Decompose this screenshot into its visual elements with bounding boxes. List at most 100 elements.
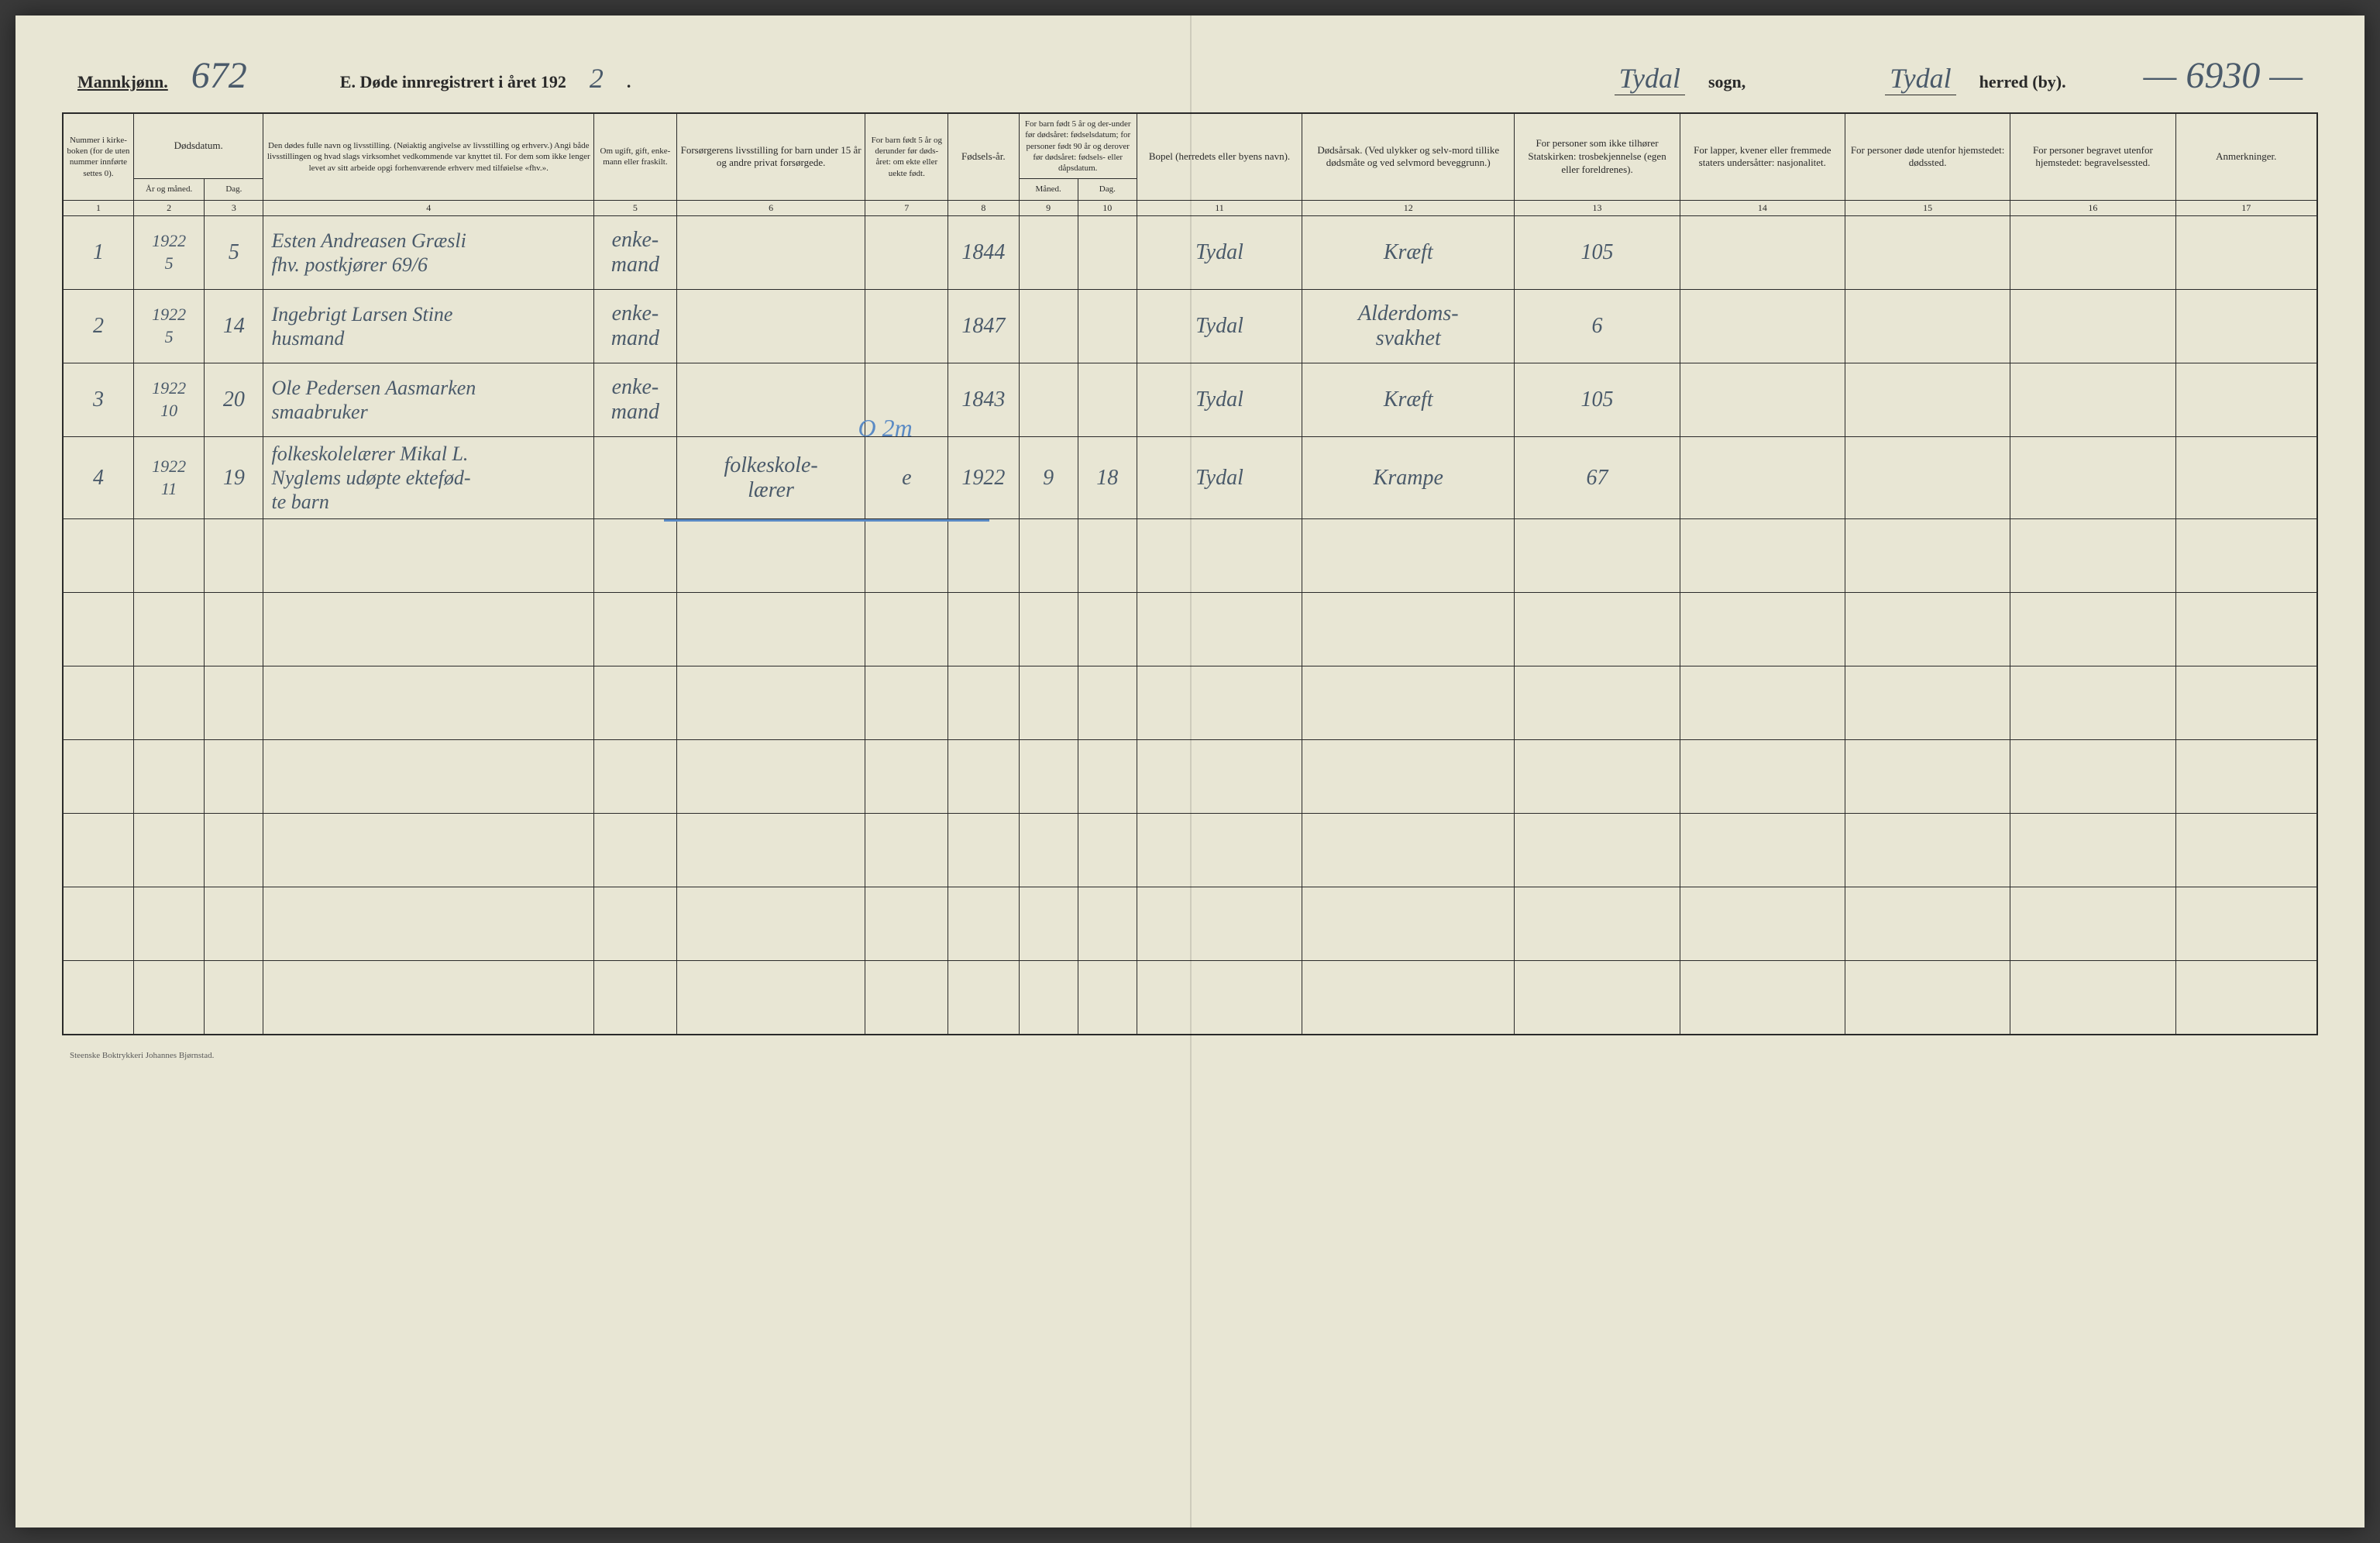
cell-remarks: [2175, 436, 2317, 519]
empty-cell: [263, 887, 594, 961]
cell-num: 4: [63, 436, 133, 519]
empty-cell: [2010, 593, 2175, 666]
cell-remarks: [2175, 289, 2317, 363]
col-header-3: Dag.: [205, 179, 263, 200]
empty-cell: [133, 666, 204, 740]
cell-nationality: [1680, 436, 1845, 519]
empty-cell: [594, 961, 677, 1035]
cell-birth_year: 1844: [948, 215, 1019, 289]
empty-cell: [1019, 740, 1078, 814]
col-header-7: For barn født 5 år og derunder før døds-…: [865, 113, 948, 200]
cell-year_month: 1922 5: [133, 289, 204, 363]
empty-cell: [1302, 593, 1515, 666]
empty-cell: [2175, 961, 2317, 1035]
empty-cell: [1845, 593, 2010, 666]
cell-cause: Kræft: [1302, 363, 1515, 436]
cell-death_place: [1845, 215, 2010, 289]
cell-num: 1: [63, 215, 133, 289]
colnum: 8: [948, 200, 1019, 215]
cell-status: enke- mand: [594, 363, 677, 436]
empty-cell: [948, 666, 1019, 740]
empty-cell: [594, 887, 677, 961]
cell-residence: Tydal: [1137, 215, 1302, 289]
col-header-6: Forsørgerens livsstilling for barn under…: [676, 113, 865, 200]
colnum: 5: [594, 200, 677, 215]
colnum: 2: [133, 200, 204, 215]
cell-provider: [676, 289, 865, 363]
col-header-4: Den dødes fulle navn og livsstilling. (N…: [263, 113, 594, 200]
cell-residence: Tydal: [1137, 363, 1302, 436]
empty-cell: [1680, 666, 1845, 740]
empty-cell: [1137, 519, 1302, 593]
empty-cell: [1515, 666, 1680, 740]
cell-year_month: 1922 5: [133, 215, 204, 289]
cell-b_month: [1019, 215, 1078, 289]
empty-cell: [2175, 887, 2317, 961]
empty-cell: [1078, 814, 1137, 887]
cell-day: 5: [205, 215, 263, 289]
empty-cell: [1680, 519, 1845, 593]
empty-cell: [133, 740, 204, 814]
cell-residence: Tydal: [1137, 289, 1302, 363]
empty-cell: [2010, 666, 2175, 740]
empty-cell: [676, 740, 865, 814]
colnum: 9: [1019, 200, 1078, 215]
empty-cell: [1845, 887, 2010, 961]
empty-cell: [1078, 519, 1137, 593]
empty-cell: [1845, 814, 2010, 887]
empty-cell: [2175, 740, 2317, 814]
empty-cell: [1137, 666, 1302, 740]
empty-cell: [63, 814, 133, 887]
cell-year_month: 1922 11: [133, 436, 204, 519]
empty-cell: [1845, 666, 2010, 740]
cell-b_month: 9: [1019, 436, 1078, 519]
col-header-1: Nummer i kirke-boken (for de uten nummer…: [63, 113, 133, 200]
empty-cell: [1019, 887, 1078, 961]
ledger-page: Mannkjønn. 672 E. Døde innregistrert i å…: [15, 15, 2365, 1528]
year-suffix: 2: [590, 62, 604, 95]
cell-name: Ingebrigt Larsen Stine husmand: [263, 289, 594, 363]
empty-cell: [594, 814, 677, 887]
gender-label: Mannkjønn.: [77, 72, 168, 92]
sogn-label: sogn,: [1708, 72, 1745, 92]
cell-day: 20: [205, 363, 263, 436]
empty-cell: [1515, 519, 1680, 593]
empty-cell: [205, 814, 263, 887]
blue-annotation: O 2m: [858, 414, 912, 443]
empty-cell: [1137, 887, 1302, 961]
cell-status: [594, 436, 677, 519]
herred-handwritten: Tydal: [1885, 62, 1955, 95]
empty-cell: [676, 961, 865, 1035]
empty-cell: [1845, 740, 2010, 814]
empty-cell: [1019, 666, 1078, 740]
colnum: 7: [865, 200, 948, 215]
cell-legit: [865, 289, 948, 363]
empty-cell: [948, 887, 1019, 961]
empty-cell: [1302, 666, 1515, 740]
cell-residence: Tydal: [1137, 436, 1302, 519]
empty-cell: [865, 593, 948, 666]
cell-provider: [676, 363, 865, 436]
cell-birth_year: 1843: [948, 363, 1019, 436]
col-header-9: Måned.: [1019, 179, 1078, 200]
cell-cause: Kræft: [1302, 215, 1515, 289]
empty-cell: [948, 961, 1019, 1035]
cell-faith: 105: [1515, 363, 1680, 436]
cell-provider: folkeskole- lærer: [676, 436, 865, 519]
empty-cell: [2010, 519, 2175, 593]
col-header-date-group: Dødsdatum.: [133, 113, 263, 179]
empty-cell: [1302, 814, 1515, 887]
empty-cell: [63, 593, 133, 666]
empty-cell: [1302, 961, 1515, 1035]
empty-cell: [205, 666, 263, 740]
empty-cell: [263, 519, 594, 593]
empty-cell: [948, 814, 1019, 887]
empty-cell: [205, 593, 263, 666]
empty-cell: [133, 961, 204, 1035]
col-header-birth-group: For barn født 5 år og der-under før døds…: [1019, 113, 1137, 179]
empty-cell: [1515, 740, 1680, 814]
blue-underline: [664, 519, 989, 522]
empty-cell: [865, 887, 948, 961]
empty-cell: [263, 814, 594, 887]
cell-name: folkeskolelærer Mikal L. Nyglems udøpte …: [263, 436, 594, 519]
